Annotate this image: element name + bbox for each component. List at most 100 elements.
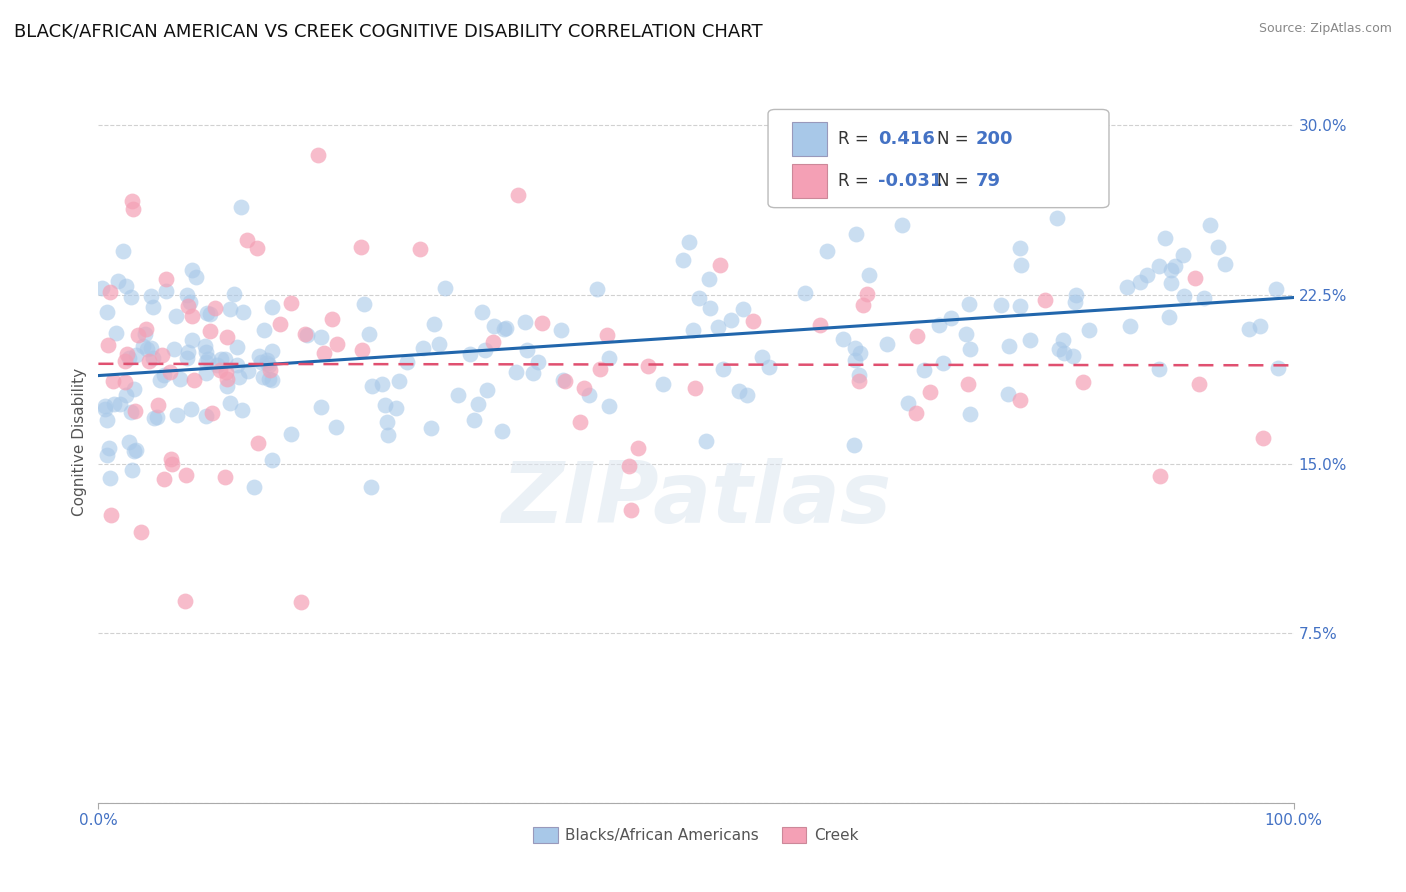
Point bbox=[93, 399, 115, 413]
Point bbox=[1077, 323, 1099, 337]
Point bbox=[181, 333, 204, 347]
Point bbox=[550, 323, 572, 337]
Point bbox=[918, 384, 941, 399]
Point bbox=[98, 285, 121, 299]
Point bbox=[1136, 268, 1159, 283]
Point bbox=[125, 442, 148, 457]
Point bbox=[205, 358, 228, 372]
Point bbox=[845, 227, 868, 241]
Point bbox=[832, 332, 855, 346]
Point bbox=[217, 330, 239, 344]
Point bbox=[939, 310, 962, 325]
Point bbox=[360, 379, 382, 393]
Point bbox=[118, 435, 141, 450]
Point bbox=[246, 436, 269, 450]
Point bbox=[955, 326, 977, 341]
Point bbox=[326, 337, 349, 351]
Point bbox=[260, 300, 283, 314]
Point bbox=[257, 372, 280, 386]
Point bbox=[209, 363, 232, 377]
Point bbox=[1198, 218, 1220, 232]
Point bbox=[586, 282, 609, 296]
Text: 200: 200 bbox=[976, 130, 1014, 148]
Point bbox=[808, 318, 831, 332]
Point bbox=[194, 354, 217, 368]
Point bbox=[1206, 240, 1229, 254]
Point bbox=[136, 342, 159, 356]
Point bbox=[1149, 469, 1171, 483]
Text: ZIPatlas: ZIPatlas bbox=[501, 458, 891, 541]
Point bbox=[876, 337, 898, 351]
Point bbox=[360, 480, 382, 494]
Point bbox=[226, 358, 249, 372]
Point bbox=[688, 291, 710, 305]
Point bbox=[225, 340, 247, 354]
Point bbox=[620, 502, 643, 516]
Point bbox=[374, 398, 396, 412]
Point bbox=[1147, 362, 1170, 376]
Point bbox=[682, 323, 704, 337]
Point bbox=[122, 444, 145, 458]
Point bbox=[699, 301, 721, 315]
Point bbox=[1163, 259, 1185, 273]
Point bbox=[371, 376, 394, 391]
Point bbox=[741, 314, 763, 328]
Point bbox=[527, 355, 550, 369]
Point bbox=[1159, 310, 1181, 325]
Point bbox=[94, 402, 117, 417]
Point bbox=[990, 298, 1012, 312]
Point bbox=[295, 327, 318, 342]
Point bbox=[100, 508, 122, 523]
Point bbox=[110, 397, 132, 411]
Point bbox=[269, 317, 291, 331]
Point bbox=[595, 328, 617, 343]
Point bbox=[409, 242, 432, 256]
Point bbox=[709, 258, 731, 272]
Point bbox=[231, 200, 253, 214]
Point bbox=[1010, 258, 1032, 272]
Point bbox=[751, 350, 773, 364]
Point bbox=[844, 353, 866, 368]
Point bbox=[651, 377, 673, 392]
Point bbox=[314, 346, 336, 360]
Point bbox=[735, 388, 758, 402]
Point bbox=[160, 457, 183, 471]
Point bbox=[180, 401, 202, 416]
Text: 0.416: 0.416 bbox=[877, 130, 935, 148]
Point bbox=[143, 411, 166, 425]
Point bbox=[311, 330, 333, 344]
Text: R =: R = bbox=[838, 130, 869, 148]
Point bbox=[242, 480, 264, 494]
Point bbox=[1188, 376, 1211, 391]
Point bbox=[107, 274, 129, 288]
Point bbox=[377, 428, 399, 442]
Point bbox=[359, 327, 381, 342]
Point bbox=[149, 373, 172, 387]
Text: N =: N = bbox=[936, 172, 969, 190]
Point bbox=[103, 397, 125, 411]
Point bbox=[1062, 349, 1084, 363]
Point bbox=[522, 366, 544, 380]
Point bbox=[1267, 360, 1289, 375]
Point bbox=[112, 244, 135, 258]
Point bbox=[197, 351, 219, 366]
Point bbox=[195, 306, 218, 320]
Point bbox=[388, 374, 411, 388]
Point bbox=[1173, 289, 1195, 303]
Point bbox=[256, 356, 278, 370]
Point bbox=[155, 284, 177, 298]
Point bbox=[176, 299, 198, 313]
Legend: Blacks/African Americans, Creek: Blacks/African Americans, Creek bbox=[527, 822, 865, 849]
Point bbox=[707, 320, 730, 334]
Point bbox=[572, 381, 595, 395]
Point bbox=[228, 370, 250, 384]
Point bbox=[578, 387, 600, 401]
Point bbox=[1251, 431, 1274, 445]
Point bbox=[627, 441, 650, 455]
Point bbox=[353, 297, 375, 311]
Point bbox=[165, 310, 187, 324]
Point bbox=[145, 409, 167, 424]
Point bbox=[531, 316, 554, 330]
Point bbox=[1160, 263, 1182, 277]
Point bbox=[637, 359, 659, 374]
